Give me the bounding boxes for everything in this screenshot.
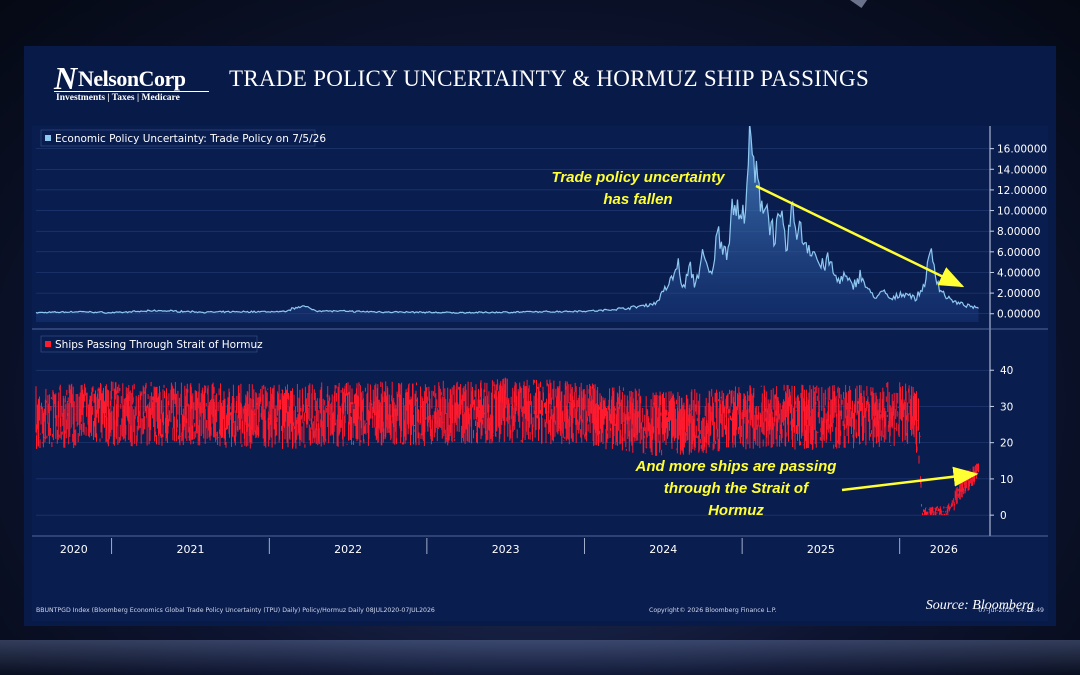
x-tick-label: 2021 [176, 543, 204, 556]
ships-legend-label: Ships Passing Through Strait of Hormuz [55, 339, 263, 351]
tpu-area [36, 123, 979, 323]
footer-index-note: BBUNTPGD Index (Bloomberg Economics Glob… [36, 607, 435, 614]
source-note: Source: Bloomberg [925, 598, 1034, 613]
tpu-y-ticks: 16.00000 14.00000 12.00000 10.00000 8.00000 6… [990, 144, 1047, 321]
tpu-y-tick-label: 4.00000 [997, 267, 1040, 279]
chart-frame: N NelsonCorp Investments | Taxes | Medic… [24, 46, 1056, 626]
ships-annotation: And more ships are passing through the St… [635, 458, 837, 519]
chart-svg: 16.00000 14.00000 12.00000 10.00000 8.00000 6… [32, 123, 1048, 614]
tpu-y-tick-label: 8.00000 [997, 226, 1040, 238]
ships-legend-box [40, 335, 258, 353]
footer-copyright: Copyright© 2026 Bloomberg Finance L.P. [649, 606, 777, 614]
ships-legend-swatch [45, 341, 51, 347]
tpu-y-tick-label: 16.00000 [997, 144, 1047, 156]
tpu-annotation-arrow [755, 184, 965, 288]
tpu-legend-box [40, 129, 316, 147]
x-tick-label: 2022 [334, 543, 362, 556]
ships-y-tick-label: 10 [1000, 474, 1013, 486]
tpu-y-tick-label: 10.00000 [997, 206, 1047, 218]
background-beam [0, 640, 1080, 675]
logo-tagline: Investments | Taxes | Medicare [56, 93, 180, 103]
background-beam [850, 0, 1011, 9]
chart-panel: 16.00000 14.00000 12.00000 10.00000 8.00000 6… [32, 123, 1048, 621]
x-tick-label: 2025 [807, 543, 835, 556]
footer-timestamp: 07-Jul-2026 14:15:49 [978, 607, 1044, 614]
x-axis-ticks: 2020 2021 2022 2023 2024 2025 2026 [60, 538, 958, 556]
tpu-y-tick-label: 2.00000 [997, 288, 1040, 300]
ships-y-ticks: 40 30 20 10 0 [990, 365, 1013, 522]
x-tick-label: 2020 [60, 543, 88, 556]
chart-axes [32, 126, 1048, 537]
logo-divider [54, 91, 209, 92]
x-tick-label: 2026 [930, 543, 958, 556]
ships-series [35, 377, 979, 516]
ships-legend: Ships Passing Through Strait of Hormuz [40, 335, 263, 353]
nelsoncorp-logo: N NelsonCorp Investments | Taxes | Medic… [54, 60, 214, 104]
tpu-legend: Economic Policy Uncertainty: Trade Polic… [40, 129, 326, 147]
tpu-legend-label: Economic Policy Uncertainty: Trade Polic… [55, 133, 326, 145]
logo-n-mark: N [54, 60, 78, 96]
tpu-line [35, 123, 979, 314]
ships-y-tick-label: 30 [1000, 401, 1013, 413]
ships-y-tick-label: 20 [1000, 438, 1013, 450]
page-title: TRADE POLICY UNCERTAINTY & HORMUZ SHIP P… [229, 66, 870, 91]
ships-y-tick-label: 40 [1000, 365, 1013, 377]
tpu-y-tick-label: 12.00000 [997, 185, 1047, 197]
tpu-y-tick-label: 6.00000 [997, 247, 1040, 259]
tpu-annotation: Trade policy uncertainty has fallen [551, 169, 725, 208]
ships-annotation-arrow [841, 466, 979, 492]
tpu-legend-swatch [45, 135, 51, 141]
logo-name: NelsonCorp [78, 66, 186, 91]
x-tick-label: 2023 [492, 543, 520, 556]
tpu-y-tick-label: 14.00000 [997, 164, 1047, 176]
tpu-y-tick-label: 0.00000 [997, 309, 1040, 321]
x-tick-label: 2024 [649, 543, 677, 556]
ships-y-tick-label: 0 [1000, 510, 1007, 522]
